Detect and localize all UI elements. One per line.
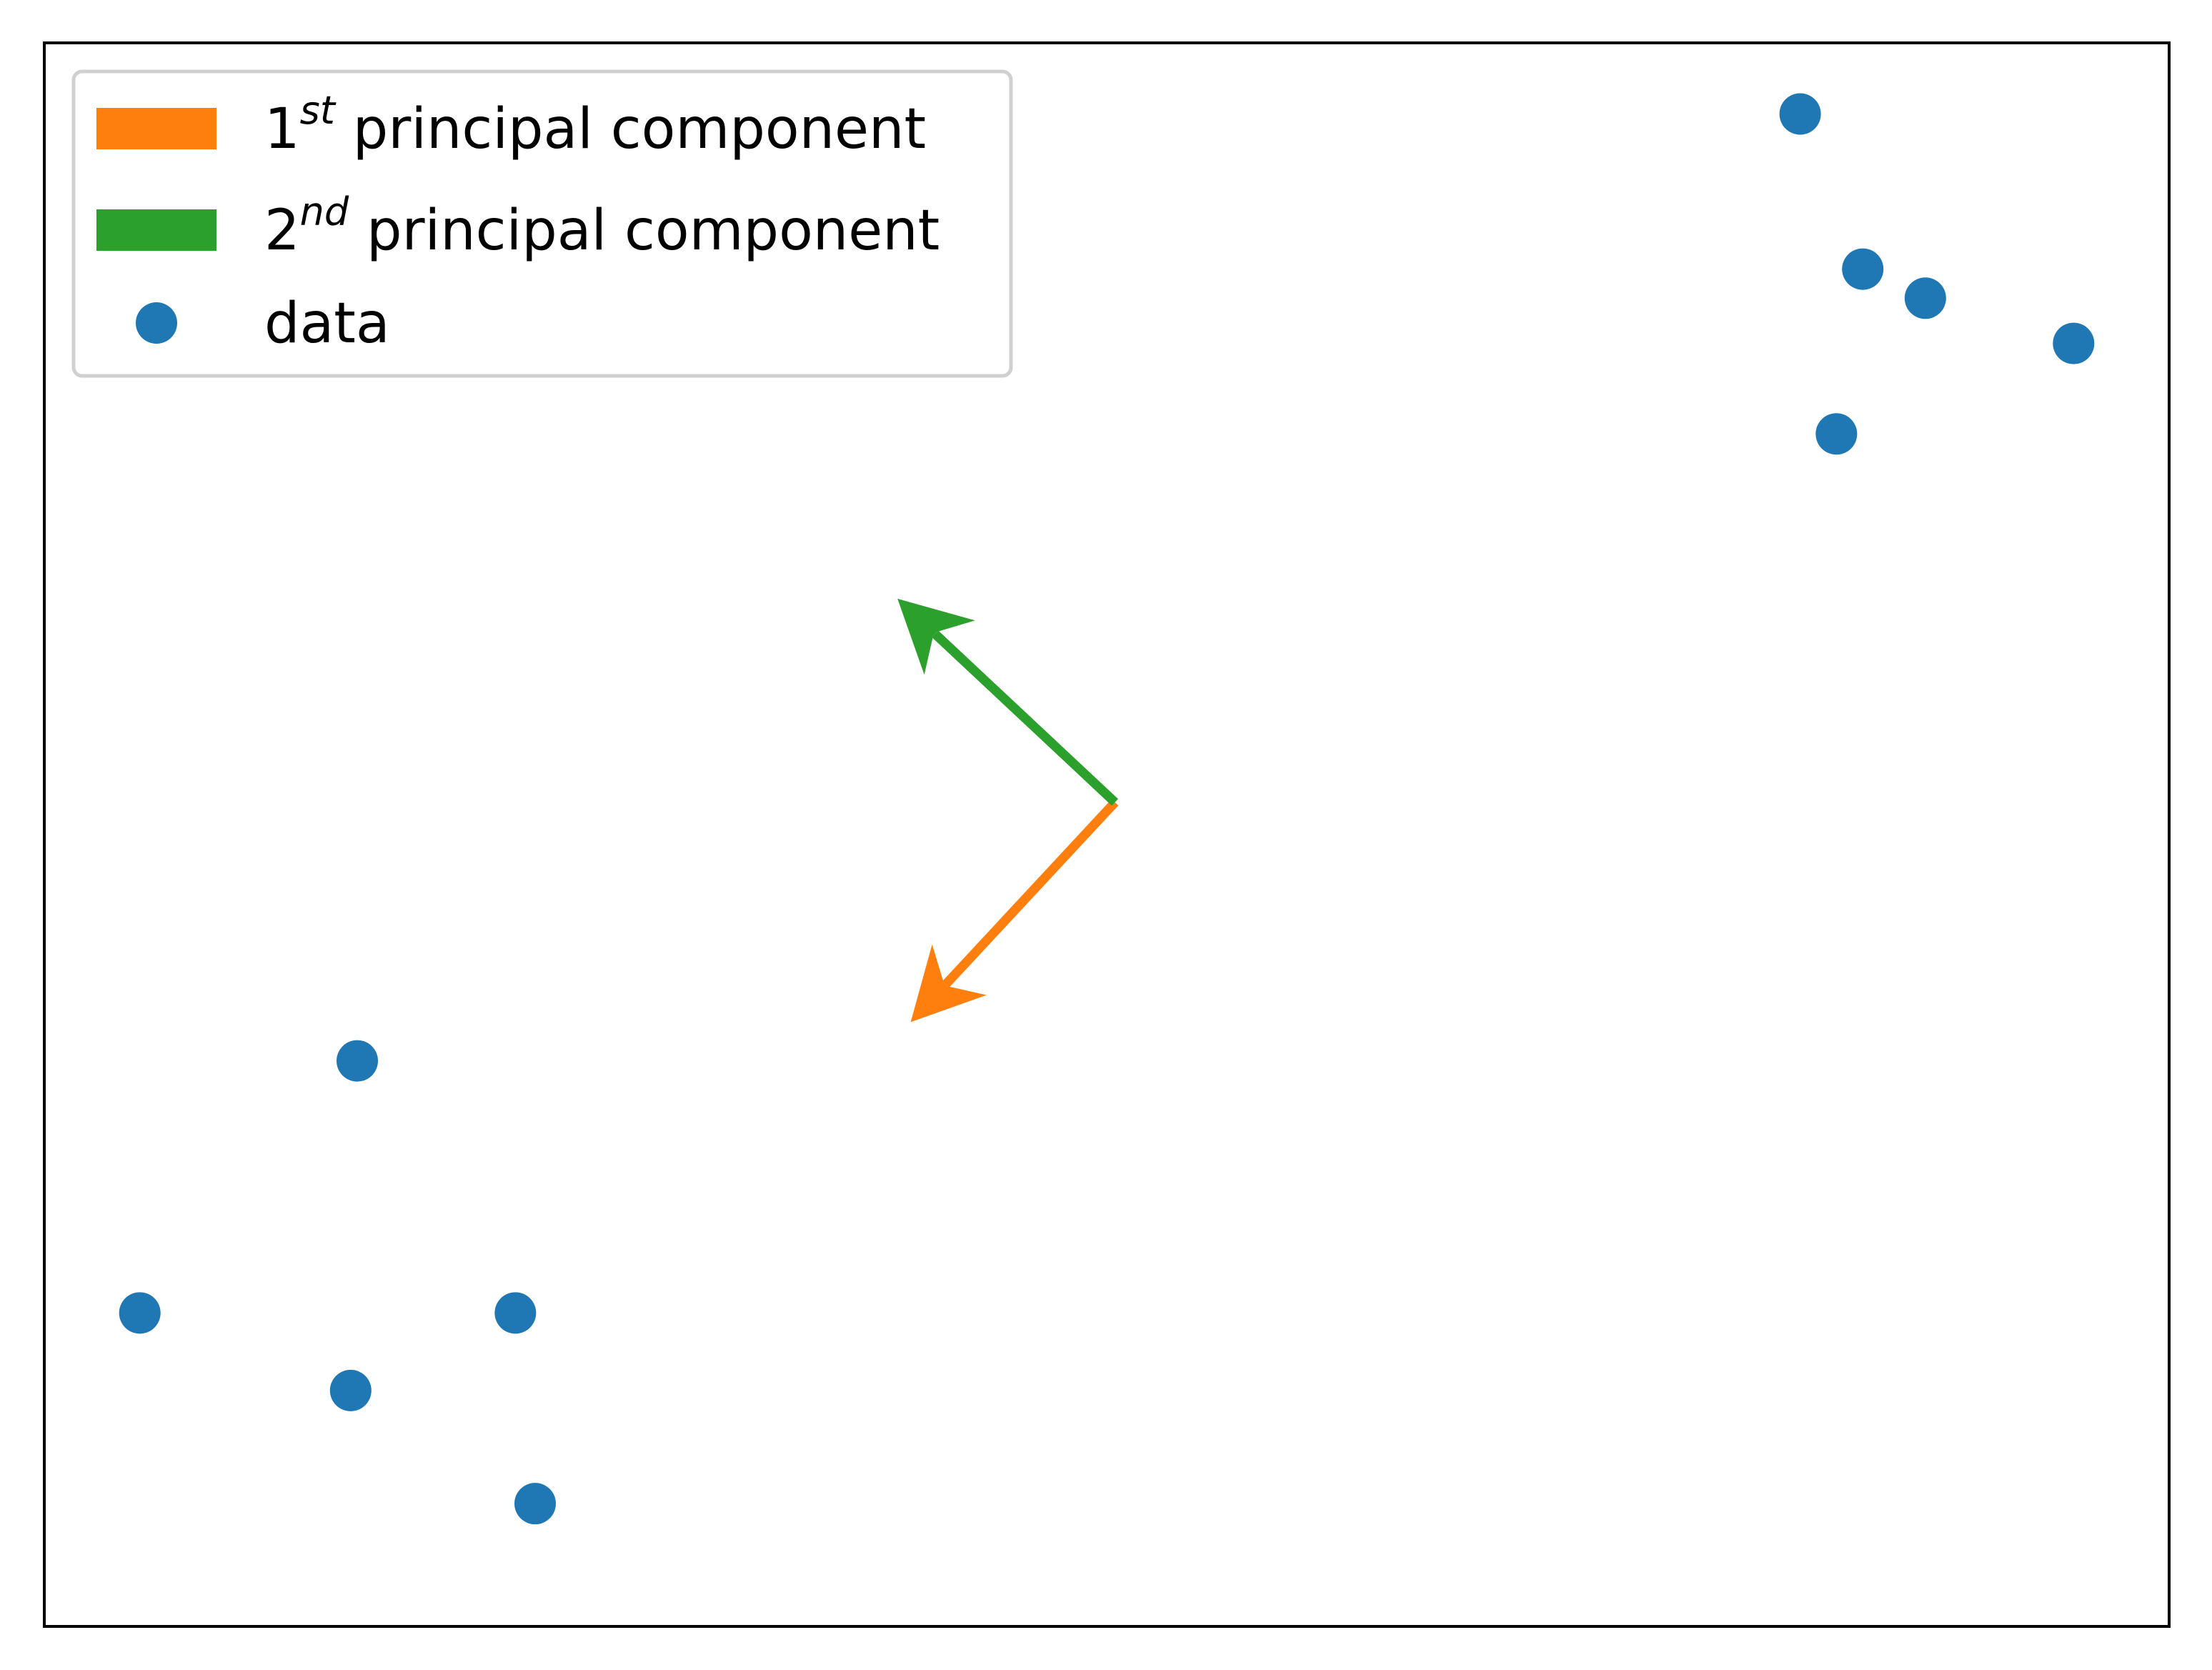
legend-entry: data (136, 292, 390, 356)
legend-swatch (96, 108, 216, 149)
legend-label: data (264, 292, 390, 356)
data-point (1779, 93, 1821, 135)
legend-marker (136, 302, 177, 344)
legend: 1st principal component 2nd principal com… (71, 69, 1013, 378)
data-point (329, 1369, 372, 1411)
arrow-pc2 (897, 598, 1118, 806)
legend-label: 1st principal component (264, 88, 926, 161)
legend-swatch (96, 209, 216, 251)
legend-entry: 1st principal component (96, 88, 926, 161)
data-point (2053, 322, 2095, 364)
arrow-head (897, 598, 975, 675)
arrow-shaft (932, 630, 1118, 806)
legend-box (71, 69, 1013, 378)
data-point (119, 1292, 161, 1334)
arrow-shaft (942, 799, 1119, 988)
arrow-pc1 (910, 799, 1119, 1023)
axes-frame (43, 41, 2171, 1628)
data-point (514, 1483, 557, 1525)
data-point (1842, 248, 1884, 290)
data-point (1815, 413, 1858, 455)
data-point (337, 1040, 379, 1082)
data-point (494, 1292, 537, 1334)
plot-area (43, 41, 2171, 1628)
legend-label: 2nd principal component (264, 189, 940, 263)
legend-entry: 2nd principal component (96, 189, 940, 263)
arrow-head (910, 944, 987, 1023)
data-point (1904, 277, 1946, 319)
